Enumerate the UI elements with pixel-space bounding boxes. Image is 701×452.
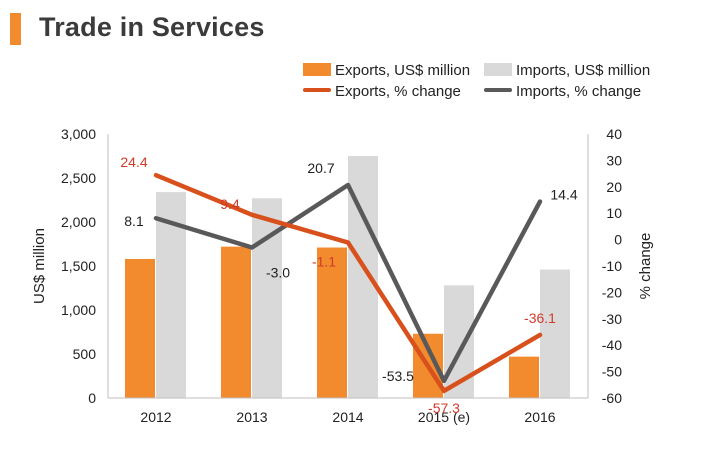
data-label-imports-2: 20.7 bbox=[307, 160, 334, 176]
y-tick-left-5: 2,500 bbox=[61, 170, 96, 186]
legend-label-exports-line: Exports, % change bbox=[335, 83, 461, 100]
y-tick-right-4: -20 bbox=[602, 284, 622, 300]
y-tick-right-1: -50 bbox=[602, 364, 622, 380]
y-tick-left-6: 3,000 bbox=[61, 126, 96, 142]
line-exports-change bbox=[153, 172, 543, 394]
bar-exports-0 bbox=[125, 258, 155, 398]
y-axis-right-title: % change bbox=[637, 233, 654, 300]
y-tick-right-5: -10 bbox=[602, 258, 622, 274]
y-tick-left-2: 1,000 bbox=[61, 302, 96, 318]
x-tick-2: 2014 bbox=[332, 409, 363, 425]
y-tick-left-1: 500 bbox=[73, 346, 97, 362]
x-tick-1: 2013 bbox=[236, 409, 267, 425]
legend-label-imports-bar: Imports, US$ million bbox=[516, 62, 651, 79]
legend-swatch-exports-line bbox=[303, 88, 331, 92]
y-tick-right-7: 10 bbox=[606, 205, 622, 221]
bar-imports-4 bbox=[540, 269, 570, 398]
data-label-imports-3: -53.5 bbox=[382, 368, 414, 384]
bar-exports-2 bbox=[317, 247, 347, 398]
y-tick-left-4: 2,000 bbox=[61, 214, 96, 230]
data-label-exports-1: 9.4 bbox=[220, 196, 240, 212]
legend-item-imports-bar: Imports, US$ million bbox=[484, 62, 650, 79]
y-tick-right-2: -40 bbox=[602, 337, 622, 353]
legend-label-imports-line: Imports, % change bbox=[516, 83, 642, 100]
y-tick-right-10: 40 bbox=[606, 126, 622, 142]
data-label-exports-4: -36.1 bbox=[524, 310, 556, 326]
data-label-exports-2: -1.1 bbox=[312, 254, 336, 270]
bar-exports-4 bbox=[509, 356, 539, 398]
y-tick-right-8: 20 bbox=[606, 179, 622, 195]
legend-item-imports-line: Imports, % change bbox=[484, 83, 641, 100]
bar-imports-1 bbox=[252, 198, 282, 398]
chart-title: Trade in Services bbox=[39, 12, 265, 42]
y-tick-right-6: 0 bbox=[614, 232, 622, 248]
title-accent-bar bbox=[10, 13, 21, 45]
data-label-exports-0: 24.4 bbox=[120, 154, 147, 170]
legend-swatch-imports-line bbox=[484, 88, 512, 92]
y-tick-left-0: 0 bbox=[88, 390, 96, 406]
data-label-imports-1: -3.0 bbox=[266, 265, 290, 281]
y-tick-right-9: 30 bbox=[606, 152, 622, 168]
legend-item-exports-bar: Exports, US$ million bbox=[303, 62, 470, 79]
y-tick-right-3: -30 bbox=[602, 311, 622, 327]
bar-imports-3 bbox=[444, 285, 474, 398]
x-tick-3: 2015 (e) bbox=[418, 409, 470, 425]
data-label-imports-0: 8.1 bbox=[124, 213, 144, 229]
y-tick-left-3: 1,500 bbox=[61, 258, 96, 274]
y-axis-left-title: US$ million bbox=[31, 228, 48, 304]
bar-exports-1 bbox=[221, 246, 251, 398]
y-tick-right-0: -60 bbox=[602, 390, 622, 406]
data-label-imports-4: 14.4 bbox=[550, 187, 577, 203]
legend-swatch-exports-bar bbox=[303, 63, 331, 76]
x-tick-4: 2016 bbox=[524, 409, 555, 425]
legend-label-exports-bar: Exports, US$ million bbox=[335, 62, 471, 79]
data-label-exports-3: -57.3 bbox=[428, 400, 460, 416]
legend-item-exports-line: Exports, % change bbox=[303, 83, 461, 100]
line-imports-change bbox=[153, 182, 543, 384]
x-tick-0: 2012 bbox=[140, 409, 171, 425]
legend-swatch-imports-bar bbox=[484, 63, 512, 76]
